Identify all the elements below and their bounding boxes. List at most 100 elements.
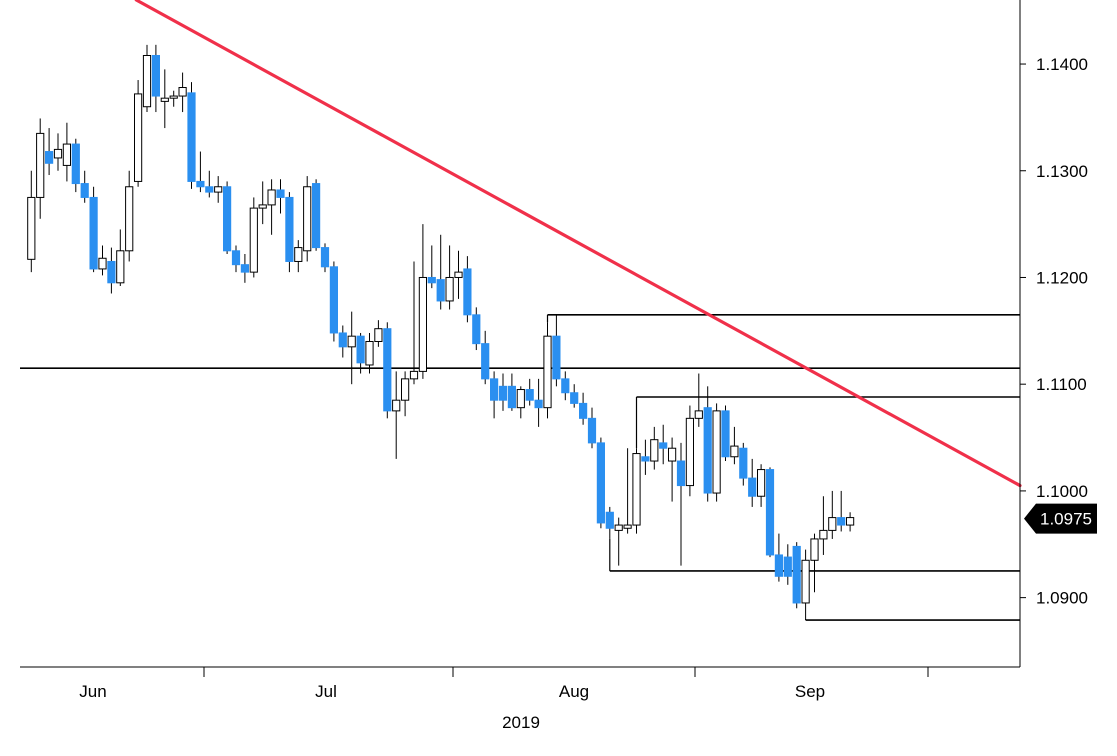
candle <box>561 371 570 401</box>
axes <box>20 0 1021 668</box>
candle-body-up <box>409 370 419 380</box>
candle-body-down <box>231 250 241 266</box>
candle-body-down <box>525 389 534 401</box>
candle <box>828 490 837 539</box>
candle-body-down <box>151 54 161 97</box>
candle <box>418 224 427 379</box>
level-line-2 <box>635 396 1020 449</box>
candle-body-up <box>294 247 303 262</box>
candle <box>320 243 330 273</box>
candle-body-up <box>116 250 125 284</box>
candle-body-down <box>240 264 250 273</box>
candle-body-up <box>160 97 169 102</box>
candle-body-down <box>837 517 846 526</box>
candle <box>178 72 187 113</box>
x-tick-label: Jul <box>315 682 337 701</box>
candle <box>730 426 739 465</box>
candle-body-down <box>498 385 508 401</box>
candle <box>676 442 686 566</box>
candle <box>134 80 143 187</box>
candle-body-down <box>587 417 597 444</box>
candle <box>507 373 516 411</box>
candle <box>276 179 285 214</box>
candle-body-down <box>570 392 579 404</box>
candle-body-down <box>329 266 338 334</box>
candle-body-down <box>481 343 490 380</box>
candle <box>427 245 436 289</box>
candle-body-down <box>748 477 757 497</box>
candle <box>632 448 641 534</box>
candle <box>89 186 98 273</box>
candle-body-down <box>676 460 686 487</box>
candle <box>45 128 54 176</box>
candle <box>721 405 730 462</box>
candle <box>240 253 250 283</box>
candle <box>62 122 71 182</box>
candle-body-up <box>98 257 107 270</box>
candle <box>249 197 258 278</box>
candle <box>347 311 356 385</box>
candle-body-down <box>721 410 730 458</box>
candle-body-up <box>374 328 383 343</box>
candle-body-down <box>659 442 668 449</box>
candle <box>525 378 534 406</box>
candle-body-up <box>685 417 694 487</box>
candle-body-down <box>285 196 294 262</box>
candle-body-down <box>80 183 89 198</box>
candle <box>294 240 303 273</box>
last-price-badge-shape <box>1024 503 1097 534</box>
candle <box>71 138 80 193</box>
candle <box>774 533 783 582</box>
candle <box>436 234 445 310</box>
candle <box>614 517 623 566</box>
candle <box>187 82 196 189</box>
candle-body-down <box>561 378 570 394</box>
x-tick-label: Sep <box>795 682 825 701</box>
candle-body-up <box>614 524 623 531</box>
candle <box>80 170 89 203</box>
candle <box>125 170 134 262</box>
x-tick-labels: Jun Jul Aug Sep <box>79 667 929 701</box>
y-tick-label: 1.1100 <box>1036 375 1087 394</box>
candle <box>285 192 294 273</box>
candle <box>356 332 365 374</box>
y-tick-label: 1.1000 <box>1036 482 1088 501</box>
candle-body-up <box>543 335 552 409</box>
candle-body-down <box>490 378 499 401</box>
candles <box>27 44 855 619</box>
candle <box>116 229 125 287</box>
y-tick-label: 1.1300 <box>1036 162 1088 181</box>
candle-body-up <box>516 389 525 409</box>
candle-body-up <box>668 447 677 462</box>
candle-body-down <box>320 247 330 268</box>
candle-body-down <box>45 151 54 164</box>
candle-body-down <box>463 268 472 316</box>
candle <box>53 133 63 171</box>
candle-body-up <box>757 469 766 497</box>
candle <box>445 245 454 310</box>
candle-body-down <box>739 447 748 479</box>
candle-body-down <box>765 469 775 556</box>
candle-body-down <box>223 186 232 252</box>
candle <box>401 371 410 417</box>
candle <box>579 392 588 425</box>
candle-body-down <box>507 385 516 409</box>
candle <box>587 407 597 449</box>
candle-body-up <box>392 399 401 412</box>
candle <box>801 549 810 619</box>
y-tick-label: 1.1200 <box>1036 268 1088 287</box>
candle <box>142 44 152 113</box>
candle <box>846 512 855 532</box>
candle <box>98 245 107 276</box>
candle <box>223 181 232 254</box>
candle-body-down <box>783 556 792 577</box>
x-tick-label: Aug <box>559 682 589 701</box>
candle-body-up <box>828 517 837 531</box>
candle <box>596 437 605 529</box>
candle <box>258 181 267 225</box>
candle <box>214 176 223 203</box>
candle-body-down <box>792 545 801 604</box>
candle-body-up <box>347 335 356 348</box>
candle-body-up <box>730 445 739 458</box>
candle <box>196 151 205 193</box>
